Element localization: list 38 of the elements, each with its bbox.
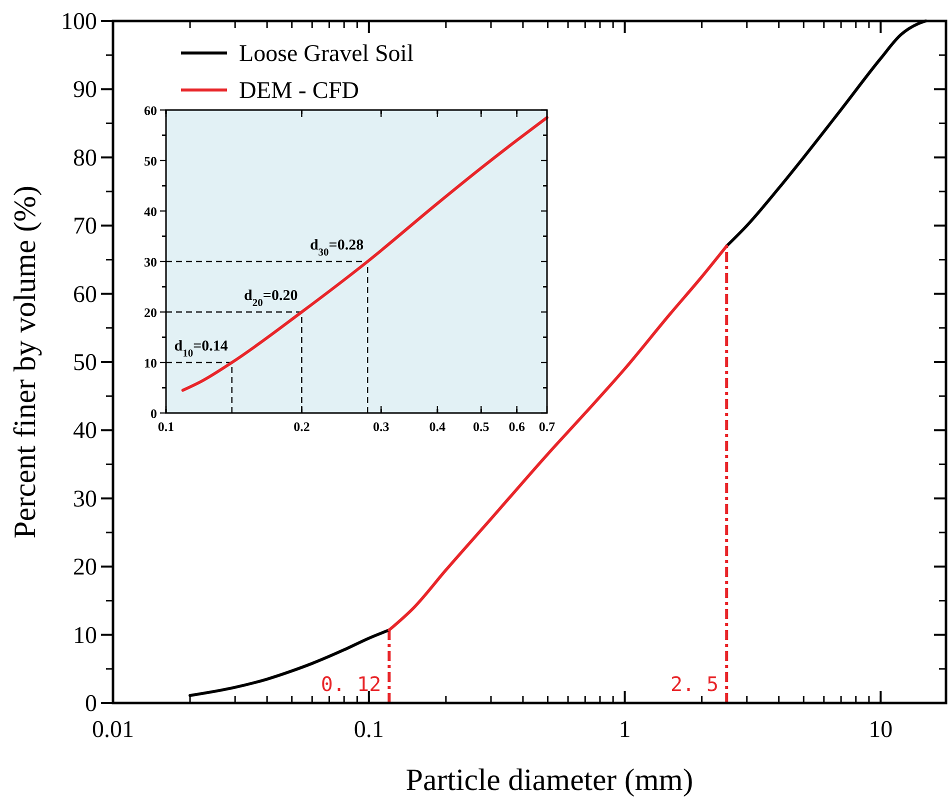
annotation: d$_{20}$=0.20 xyxy=(244,288,298,308)
y-tick-label: 60 xyxy=(73,282,97,308)
legend-label: Loose Gravel Soil xyxy=(239,41,414,67)
annotation: d$_{30}$=0.28 xyxy=(310,238,364,258)
y-axis-title: Percent finer by volume (%) xyxy=(7,186,42,538)
x-tick-label: 10 xyxy=(868,717,893,743)
legend-label: DEM - CFD xyxy=(239,78,360,104)
y-tick-label: 40 xyxy=(73,418,97,444)
x-tick-label: 0.2 xyxy=(294,419,310,434)
x-tick-label: 0.1 xyxy=(354,717,384,743)
y-tick-label: 30 xyxy=(73,486,97,512)
y-tick-label: 60 xyxy=(144,103,157,118)
y-tick-label: 20 xyxy=(144,305,157,320)
y-tick-label: 10 xyxy=(73,622,97,649)
y-tick-label: 30 xyxy=(144,254,157,270)
ref-line-label: 2. 5 xyxy=(670,672,719,696)
ref-line-label: 0. 12 xyxy=(320,672,382,696)
y-tick-label: 70 xyxy=(73,214,97,240)
x-tick-label: 0.3 xyxy=(372,419,390,434)
x-tick-label: 0.7 xyxy=(538,419,556,434)
x-tick-label: 0.1 xyxy=(158,419,174,434)
y-tick-label: 0 xyxy=(150,406,157,421)
x-tick-label: 0.01 xyxy=(92,717,134,743)
x-tick-label: 0.5 xyxy=(472,419,490,434)
y-tick-label: 10 xyxy=(144,356,157,370)
y-tick-label: 100 xyxy=(61,9,97,35)
y-tick-label: 90 xyxy=(73,77,97,104)
x-tick-label: 0.4 xyxy=(429,419,446,434)
y-tick-label: 50 xyxy=(144,154,157,168)
y-tick-label: 20 xyxy=(73,554,97,581)
y-tick-label: 50 xyxy=(73,350,97,376)
y-tick-label: 0 xyxy=(85,691,97,717)
y-tick-label: 40 xyxy=(144,204,157,219)
y-tick-label: 80 xyxy=(73,145,97,172)
x-tick-label: 1 xyxy=(618,717,631,743)
x-axis-title: Particle diameter (mm) xyxy=(406,762,694,797)
annotation: d$_{10}$=0.14 xyxy=(174,338,228,359)
x-tick-label: 0.6 xyxy=(508,419,526,434)
